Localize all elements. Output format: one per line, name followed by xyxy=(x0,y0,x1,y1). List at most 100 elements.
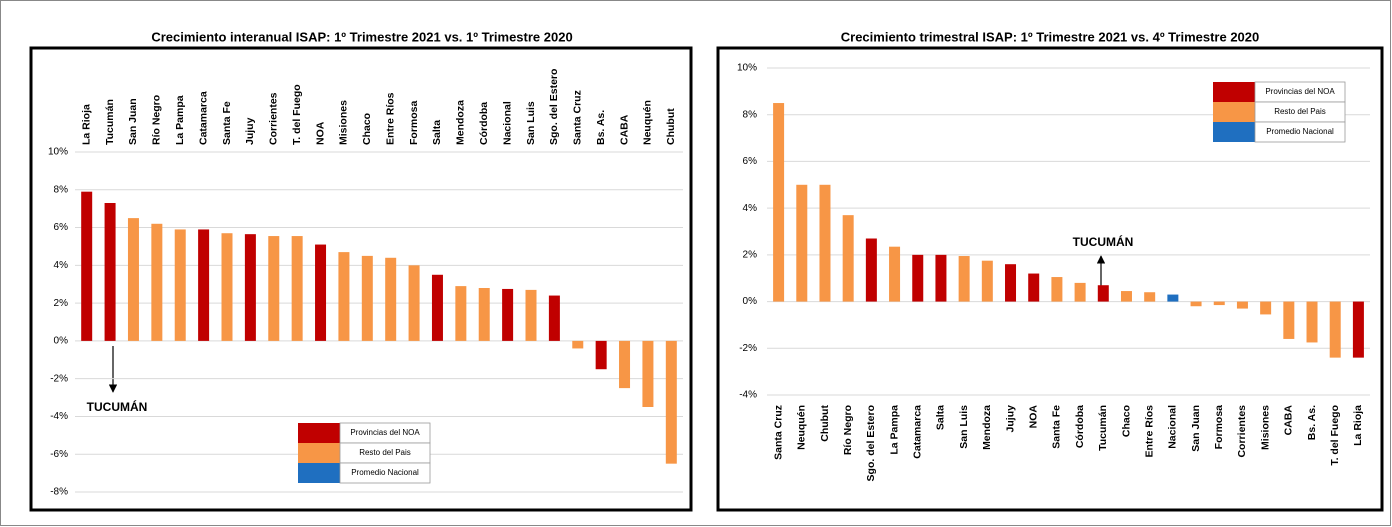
y-tick-label: 0% xyxy=(743,296,758,307)
x-tick-label: Jujuy xyxy=(1004,405,1016,433)
y-tick-label: -2% xyxy=(739,343,757,354)
bar xyxy=(842,215,854,302)
bar xyxy=(1236,301,1248,309)
x-tick-label: Sgo. del Estero xyxy=(548,69,560,145)
bar xyxy=(174,229,186,341)
legend-swatch xyxy=(298,423,340,443)
x-tick-label: Río Negro xyxy=(842,405,854,455)
x-tick-label: San Juan xyxy=(127,98,139,145)
x-tick-label: Santa Fe xyxy=(1051,405,1063,449)
bar xyxy=(361,255,373,341)
bar xyxy=(268,236,280,341)
legend-label: Promedio Nacional xyxy=(351,468,419,477)
bar xyxy=(1306,301,1318,343)
y-tick-label: 2% xyxy=(54,298,69,309)
y-tick-label: -2% xyxy=(50,373,68,384)
bar xyxy=(151,223,163,341)
bar xyxy=(1144,292,1156,302)
x-tick-label: Bs. As. xyxy=(1306,405,1318,440)
x-tick-label: CABA xyxy=(618,114,630,145)
y-tick-label: -6% xyxy=(50,449,68,460)
bar xyxy=(595,340,607,370)
bar xyxy=(1190,301,1202,307)
legend-label: Resto del Pais xyxy=(1274,107,1326,116)
y-tick-label: -8% xyxy=(50,487,68,498)
bar xyxy=(889,246,901,302)
x-tick-label: Tucumán xyxy=(104,99,116,145)
bar xyxy=(572,340,584,349)
y-tick-label: 6% xyxy=(743,156,758,167)
y-tick-label: 2% xyxy=(743,249,758,260)
bar xyxy=(548,295,560,341)
x-tick-label: Córdoba xyxy=(1074,405,1086,448)
annotation: TUCUMÁN xyxy=(1073,234,1134,249)
annotation: TUCUMÁN xyxy=(87,399,148,414)
x-tick-label: Córdoba xyxy=(478,102,490,145)
x-tick-label: Catamarca xyxy=(912,405,924,459)
x-tick-label: Formosa xyxy=(1213,405,1225,450)
x-tick-label: T. del Fuego xyxy=(291,84,303,145)
bar xyxy=(431,274,443,341)
legend-swatch xyxy=(298,463,340,483)
x-tick-label: CABA xyxy=(1283,405,1295,436)
bar xyxy=(315,244,327,341)
x-tick-label: Nacional xyxy=(501,101,513,145)
x-tick-label: Entre Ríos xyxy=(1143,405,1155,458)
y-tick-label: 4% xyxy=(743,203,758,214)
x-tick-label: Formosa xyxy=(408,100,420,145)
bar xyxy=(1028,273,1040,302)
bar xyxy=(1167,294,1179,302)
x-tick-label: Tucumán xyxy=(1097,405,1109,451)
y-tick-label: 0% xyxy=(54,336,69,347)
x-tick-label: Neuquén xyxy=(796,405,808,450)
x-tick-label: Chubut xyxy=(665,108,677,145)
x-tick-label: Corrientes xyxy=(268,92,280,145)
x-tick-label: Sgo. del Estero xyxy=(865,405,877,481)
x-tick-label: T. del Fuego xyxy=(1329,405,1341,466)
x-tick-label: Neuquén xyxy=(642,100,654,145)
y-tick-label: 8% xyxy=(54,184,69,195)
x-tick-label: Santa Cruz xyxy=(772,405,784,460)
x-tick-label: Bs. As. xyxy=(595,110,607,145)
x-tick-label: Misiones xyxy=(1259,405,1271,450)
bar xyxy=(127,218,139,341)
y-tick-label: 10% xyxy=(737,63,757,74)
bar xyxy=(981,260,993,302)
legend-label: Resto del Pais xyxy=(359,448,411,457)
legend-label: Provincias del NOA xyxy=(1265,87,1335,96)
bar xyxy=(221,233,233,341)
bar xyxy=(1051,277,1063,302)
legend-box xyxy=(339,462,431,484)
bar xyxy=(1120,291,1132,302)
x-tick-label: Entre Ríos xyxy=(384,92,396,145)
bar xyxy=(1097,285,1109,302)
x-tick-label: Salta xyxy=(935,405,947,430)
bar xyxy=(796,184,808,302)
x-tick-label: La Pampa xyxy=(174,95,186,145)
legend-box xyxy=(1254,121,1346,143)
bar xyxy=(244,234,256,341)
x-tick-label: San Juan xyxy=(1190,405,1202,452)
bar xyxy=(478,288,490,341)
x-tick-label: La Rioja xyxy=(1352,405,1364,446)
bar xyxy=(455,286,467,341)
bar xyxy=(104,203,116,341)
bar xyxy=(81,191,93,341)
legend-swatch xyxy=(1213,82,1255,102)
bar xyxy=(502,288,514,341)
y-tick-label: -4% xyxy=(739,390,757,401)
legend-swatch xyxy=(298,443,340,463)
bar xyxy=(198,229,210,341)
chart-border xyxy=(716,46,1384,512)
x-tick-label: Chaco xyxy=(1120,405,1132,437)
bar xyxy=(665,340,677,464)
bar xyxy=(1260,301,1272,315)
y-tick-label: 8% xyxy=(743,109,758,120)
bar xyxy=(338,252,350,341)
x-tick-label: Jujuy xyxy=(244,117,256,145)
legend-label: Provincias del NOA xyxy=(350,428,420,437)
x-tick-label: Santa Fe xyxy=(221,101,233,145)
x-tick-label: Chubut xyxy=(819,405,831,442)
x-tick-label: Salta xyxy=(431,120,443,145)
chart-title: Crecimiento trimestral ISAP: 1º Trimestr… xyxy=(841,29,1260,44)
